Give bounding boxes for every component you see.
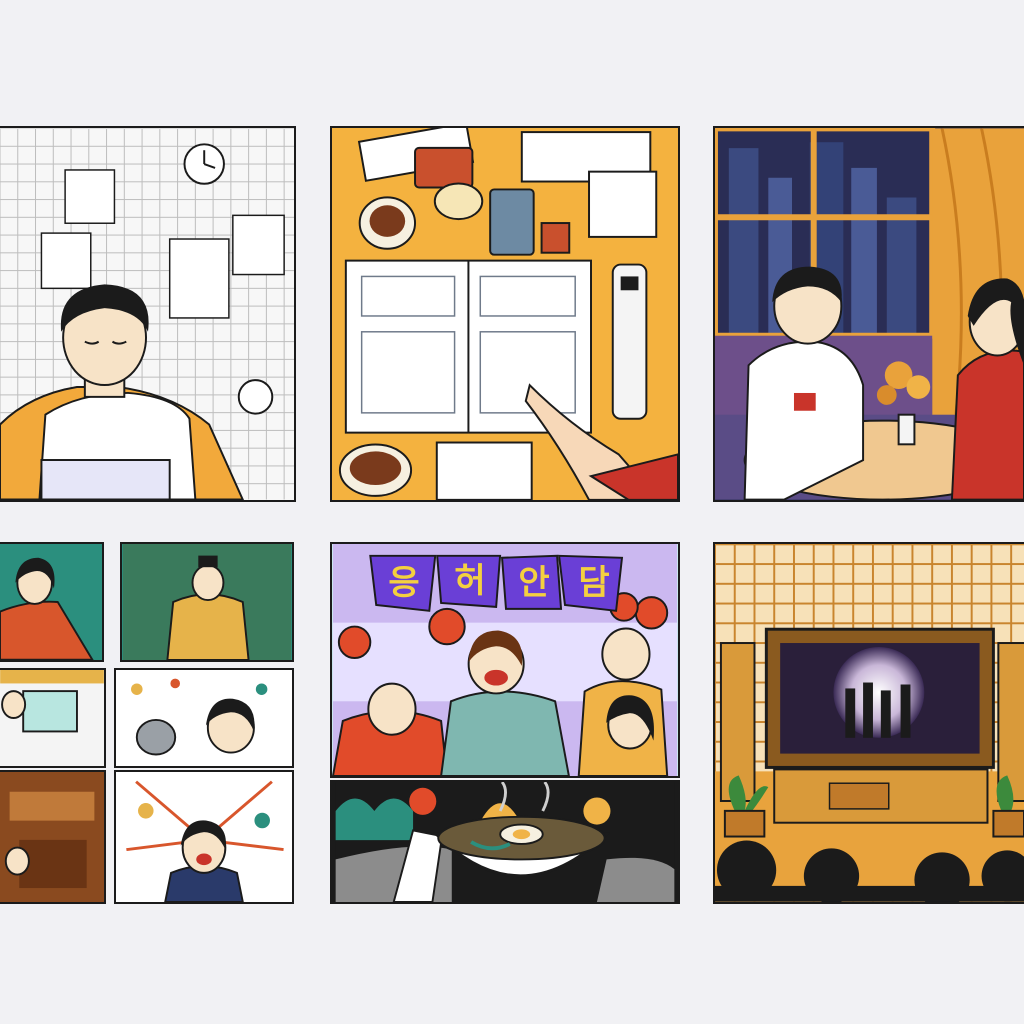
wall-clock-icon xyxy=(183,143,225,185)
home-theater-illustration xyxy=(715,544,1024,902)
montage-scene-6 xyxy=(114,770,294,904)
montage-scene-5 xyxy=(0,770,106,904)
noodle-bowl-icon xyxy=(432,815,611,878)
banner-sign-3: 안 xyxy=(518,563,550,603)
noodle-bowl-illustration xyxy=(335,782,675,902)
panel-montage-collage xyxy=(0,542,298,904)
panel-noodle-bowl xyxy=(330,780,680,904)
montage-scene-4 xyxy=(114,668,294,768)
desk-illustration xyxy=(332,128,678,500)
tv-screen xyxy=(764,627,995,769)
studying-illustration xyxy=(0,128,294,500)
panel-couple-window xyxy=(713,126,1024,502)
banner-sign-1: 응 xyxy=(388,563,420,603)
panel-desk-notebook xyxy=(330,126,680,502)
montage-scene-3 xyxy=(0,668,106,768)
panel-cheering-crowd: 응 허 안 담 xyxy=(330,542,680,778)
montage-scene-1 xyxy=(0,542,104,662)
banner-sign-4: 담 xyxy=(578,563,610,603)
audience-silhouettes xyxy=(715,840,1024,902)
tv-remote-icon xyxy=(611,263,648,420)
banner-sign-2: 허 xyxy=(454,561,486,601)
couple-illustration xyxy=(715,128,1024,500)
panel-studying xyxy=(0,126,296,502)
crowd-illustration xyxy=(332,544,678,776)
panel-home-theater xyxy=(713,542,1024,904)
montage-scene-2 xyxy=(120,542,294,662)
